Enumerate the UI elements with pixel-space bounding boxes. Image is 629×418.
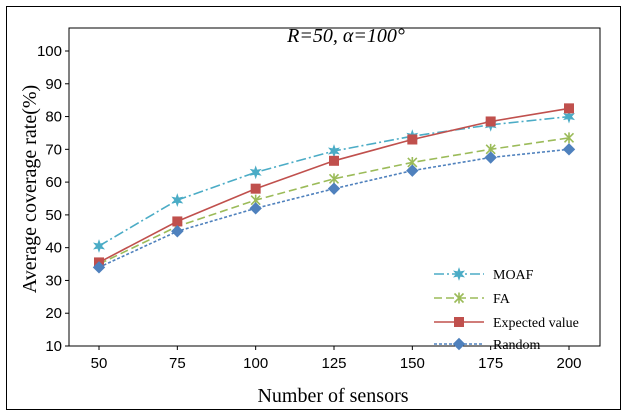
legend-label: FA (493, 292, 511, 307)
series-random (92, 143, 576, 274)
chart-title: R=50, α=100° (286, 25, 405, 47)
y-tick-label: 70 (45, 141, 62, 158)
legend-item: MOAF (434, 267, 534, 283)
y-tick-label: 100 (37, 43, 62, 60)
legend-label: Random (493, 338, 541, 353)
data-point (249, 165, 262, 180)
data-point (92, 261, 106, 274)
legend-label: MOAF (493, 268, 534, 283)
y-axis-title: Average coverage rate(%) (19, 85, 41, 293)
legend-item: Random (434, 337, 541, 353)
y-tick-label: 30 (45, 272, 62, 289)
x-tick-label: 75 (169, 355, 186, 372)
data-point (249, 202, 262, 215)
data-point (484, 151, 497, 164)
data-point (327, 182, 341, 195)
data-point (563, 132, 575, 144)
series-line (98, 148, 570, 269)
x-tick-label: 150 (400, 355, 425, 372)
data-point (329, 155, 339, 166)
legend-marker (454, 317, 464, 327)
data-point (171, 193, 184, 208)
data-point (485, 116, 496, 127)
legend-marker (453, 267, 465, 281)
x-axis-title: Number of sensors (257, 385, 408, 407)
legend-marker (453, 292, 465, 304)
y-tick-label: 10 (45, 338, 62, 355)
y-tick-label: 60 (45, 174, 62, 191)
x-tick-label: 125 (321, 355, 346, 372)
legend-item: FA (434, 292, 511, 307)
legend-label: Expected value (493, 316, 579, 331)
y-tick-label: 40 (45, 240, 62, 257)
data-point (562, 143, 576, 156)
data-point (406, 164, 419, 177)
x-tick-label: 200 (556, 355, 581, 372)
legend-item: Expected value (434, 316, 579, 331)
data-point (562, 109, 576, 124)
y-tick-label: 90 (45, 76, 62, 93)
x-tick-label: 100 (243, 355, 268, 372)
y-tick-label: 50 (45, 207, 62, 224)
data-point (171, 225, 184, 238)
legend-marker (452, 337, 466, 351)
data-point (564, 103, 574, 114)
data-point (407, 134, 418, 145)
chart-frame: 10 20 30 40 50 60 70 80 90 100 50 75 100 125 150 175 20… (6, 6, 621, 410)
y-tick-label: 20 (45, 305, 62, 322)
x-tick-label: 175 (478, 355, 503, 372)
data-point (250, 183, 261, 194)
x-tick-label: 50 (91, 355, 108, 372)
data-point (172, 216, 183, 227)
line-chart: 10 20 30 40 50 60 70 80 90 100 50 75 100 125 150 175 20… (19, 25, 601, 407)
y-tick-label: 80 (45, 109, 62, 126)
data-point (92, 239, 106, 253)
